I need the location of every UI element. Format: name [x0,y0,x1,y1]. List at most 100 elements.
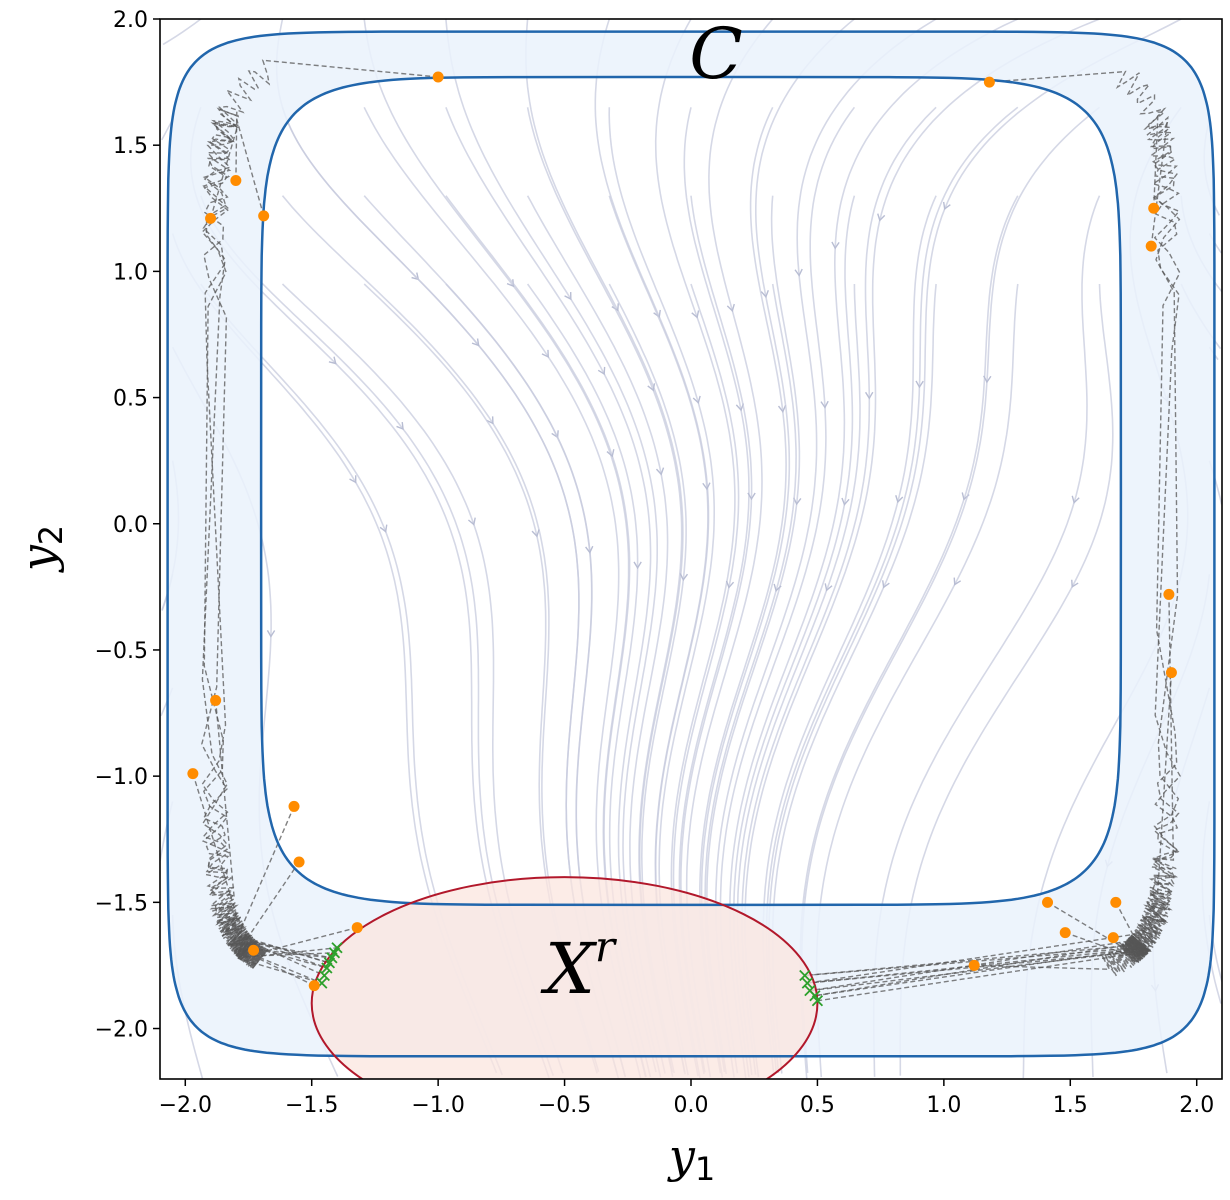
streamline-arrow [882,580,890,589]
initial-point [432,71,444,83]
terminal-point [318,969,330,982]
safe-set-outer-boundary [166,30,1216,1058]
streamline-arrow [655,467,665,476]
initial-point [1163,588,1175,600]
initial-point [248,944,260,956]
streamline [700,19,855,1078]
initial-point [210,694,222,706]
x-tick-label: 1.0 [926,1093,961,1118]
initial-point [968,959,980,971]
terminal-point [331,942,343,954]
streamline-arrow [820,400,829,409]
initial-point [308,980,320,992]
y-tick-label: −1.5 [95,891,148,916]
streamline-arrow [747,492,756,501]
initial-point [258,210,270,222]
streamline-arrow [467,517,476,526]
streamline-arrow [702,482,711,491]
initial-point [288,800,300,812]
x-tick-label: −0.5 [538,1093,591,1118]
streamline-arrow [633,561,642,570]
trajectory-path [804,935,1149,977]
streamline-arrow [777,404,787,413]
streamline-arrow [679,573,689,582]
y-tick-label: 0.0 [113,513,148,538]
streamline [162,19,202,46]
streamline-arrow [531,529,540,538]
safe-set-label: C [689,13,743,95]
streamline-arrow [691,310,700,319]
target-set-boundary [310,876,819,1079]
initial-point [1042,896,1054,908]
streamline-arrow [794,268,803,277]
y-tick-label: −1.0 [95,765,148,790]
streamline-arrow [1071,579,1079,588]
y-tick-label: −2.0 [95,1018,148,1043]
initial-point [187,768,199,780]
streamline-arrow [653,309,661,319]
initial-point [1110,896,1122,908]
streamline [768,19,1182,1074]
streamline-arrow [1071,495,1080,504]
streamline-arrow [824,583,833,592]
x-tick-label: 1.5 [1053,1093,1088,1118]
streamline-arrow [953,577,962,586]
streamline [715,19,937,1078]
y-tick-label: 1.5 [113,134,148,159]
streamline-arrow [541,349,550,359]
streamline-arrow [877,213,886,222]
x-axis-label: y1 [667,1129,715,1188]
streamline-arrow [895,495,904,504]
initial-point [1165,667,1177,679]
streamline-arrow [564,292,572,301]
initial-point-markers [187,71,1177,992]
trajectory-path [201,107,333,959]
y-axis-ticks: −2.0 −1.5 −1.0 −0.5 0.0 0.5 1.0 1.5 2.0 [95,8,160,1043]
x-tick-label: −1.0 [411,1093,464,1118]
streamline-arrow [328,356,337,365]
streamline-arrow [983,375,992,384]
streamline-arrow [726,303,735,313]
streamline-arrow [266,630,276,638]
streamline-arrow [597,366,606,376]
streamline-arrow [841,497,850,506]
terminal-point [799,969,811,982]
y-tick-label: 1.0 [113,260,148,285]
y-axis-label: y2 [11,525,70,573]
terminal-point-markers [316,942,824,1007]
plot-area [160,19,1222,1079]
streamline-arrow [506,279,515,288]
streamline-arrow [606,449,615,458]
streamline-arrow [471,338,480,347]
streamline-arrow [864,391,874,400]
streamline-arrow [773,583,782,592]
trajectory-path [807,115,1181,984]
streamline-arrow [585,545,594,554]
streamline-arrow [915,380,924,389]
x-tick-label: −1.5 [285,1093,338,1118]
x-tick-label: 0.0 [674,1093,709,1118]
target-set-region [311,877,818,1079]
initial-point [1145,240,1157,252]
streamline-arrow [396,421,404,431]
trajectory-path [814,672,1173,997]
trajectory-path [192,773,330,964]
initial-point [230,175,242,187]
streamline-arrow [692,395,701,405]
streamline-arrow [379,524,388,533]
streamline [801,106,1100,1073]
initial-point [1107,932,1119,944]
safe-set-inner-boundary [259,75,1123,907]
streamline-arrow [647,383,656,392]
trajectory-path [235,861,335,959]
y-tick-label: −0.5 [95,639,148,664]
streamline [765,106,1019,1073]
x-tick-label: 2.0 [1179,1093,1214,1118]
x-tick-label: −2.0 [159,1093,212,1118]
trajectories [192,59,1181,1002]
initial-point [351,922,363,934]
trajectory-path [809,594,1177,992]
x-tick-label: 0.5 [800,1093,835,1118]
initial-point [983,76,995,88]
